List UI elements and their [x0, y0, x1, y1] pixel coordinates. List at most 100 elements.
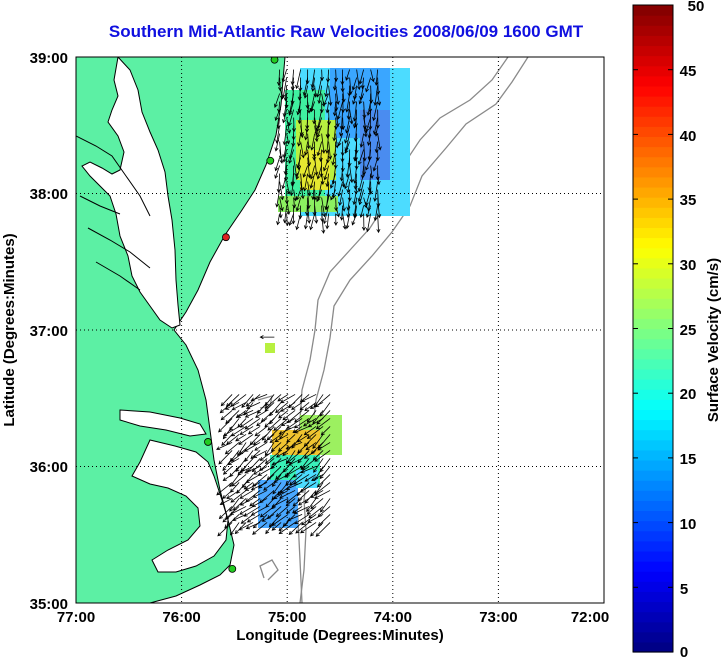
- velocity-arrow: [222, 426, 233, 440]
- velocity-arrow: [252, 514, 268, 529]
- velocity-arrow: [334, 69, 339, 82]
- velocity-arrow: [239, 490, 254, 499]
- velocity-arrow: [351, 213, 358, 226]
- y-axis-label: Latitude (Degrees:Minutes): [1, 233, 18, 426]
- colorbar-segment: [633, 146, 673, 158]
- colorbar-tick-label: 40: [680, 128, 697, 145]
- velocity-arrow: [274, 157, 281, 172]
- velocity-arrow: [300, 181, 305, 200]
- velocity-arrow: [356, 69, 361, 91]
- velocity-vectors: [216, 69, 382, 537]
- colorbar-segment: [633, 308, 673, 319]
- velocity-arrow: [250, 482, 268, 491]
- x-tick-label: 75:00: [268, 609, 306, 626]
- velocity-arrow: [351, 77, 358, 91]
- velocity-arrow: [328, 85, 333, 107]
- colorbar-segment: [633, 399, 673, 410]
- velocity-arrow: [341, 93, 346, 114]
- colorbar-segment: [633, 480, 673, 491]
- velocity-arrow: [222, 514, 233, 523]
- velocity-arrow: [275, 450, 289, 458]
- velocity-arrow: [224, 402, 240, 410]
- station-marker: [204, 438, 212, 446]
- colorbar-segment: [633, 136, 673, 148]
- velocity-arrow: [320, 498, 331, 513]
- colorbar-segment: [633, 379, 673, 390]
- y-tick-label: 39:00: [30, 50, 68, 67]
- colorbar-segment: [633, 247, 673, 259]
- colorbar-segment: [633, 601, 673, 613]
- velocity-arrow: [278, 410, 289, 419]
- velocity-arrow: [288, 101, 295, 116]
- colorbar-tick-label: 35: [680, 192, 697, 209]
- velocity-arrow: [314, 205, 319, 224]
- velocity-arrow: [317, 434, 331, 449]
- velocity-arrow: [306, 410, 317, 423]
- colorbar-segment: [633, 409, 673, 421]
- colorbar-segment: [633, 358, 673, 370]
- velocity-arrow: [274, 133, 281, 152]
- velocity-arrow: [263, 434, 275, 443]
- velocity-arrow: [300, 522, 317, 534]
- colorbar-segment: [633, 439, 673, 451]
- velocity-arrow: [310, 522, 324, 537]
- velocity-arrow: [307, 157, 312, 179]
- chart-title: Southern Mid-Atlantic Raw Velocities 200…: [108, 22, 584, 41]
- velocity-arrow: [290, 69, 295, 86]
- velocity-arrow: [314, 490, 331, 499]
- potomac-river: [76, 135, 151, 217]
- velocity-arrow: [235, 434, 247, 442]
- velocity-arrow: [345, 213, 351, 230]
- velocity-arrow: [300, 125, 305, 139]
- colorbar-segment: [633, 459, 673, 471]
- station-marker: [266, 156, 275, 165]
- velocity-arrow: [288, 522, 303, 535]
- velocity-arrow: [279, 85, 284, 100]
- velocity-arrow: [314, 125, 319, 143]
- colorbar-segment: [633, 641, 673, 653]
- colorbar-segment: [633, 338, 673, 350]
- velocity-arrow: [323, 93, 330, 106]
- colorbar-segment: [633, 5, 673, 16]
- y-tick-label: 37:00: [30, 323, 68, 340]
- velocity-arrow: [216, 482, 233, 496]
- colorbar-segment: [633, 419, 673, 431]
- velocity-arrow: [294, 418, 310, 429]
- colorbar-segment: [633, 217, 673, 229]
- velocity-arrow: [331, 149, 337, 166]
- velocity-arrow: [303, 85, 309, 99]
- velocity-arrow: [320, 426, 331, 436]
- velocity-arrow: [345, 93, 351, 113]
- velocity-arrow: [269, 410, 282, 425]
- velocity-arrow: [279, 490, 296, 499]
- velocity-arrow: [277, 394, 289, 402]
- velocity-arrow: [259, 450, 275, 461]
- colorbar-tick-label: 50: [688, 0, 705, 15]
- colorbar-segment: [633, 257, 673, 269]
- velocity-arrow: [365, 157, 372, 171]
- velocity-arrow: [278, 426, 296, 435]
- velocity-arrow: [294, 514, 310, 525]
- velocity-arrow: [296, 157, 302, 169]
- velocity-arrow: [241, 394, 254, 409]
- velocity-arrow: [372, 101, 379, 122]
- velocity-arrow: [279, 149, 284, 164]
- velocity-arrow: [253, 466, 268, 475]
- velocity-arrow: [259, 506, 275, 518]
- velocity-arrow: [344, 125, 351, 144]
- velocity-arrow: [276, 213, 281, 226]
- velocity-arrow: [302, 165, 309, 178]
- colorbar-segment: [633, 571, 673, 582]
- velocity-arrow: [321, 213, 326, 234]
- velocity-arrow: [288, 458, 303, 466]
- velocity-arrow: [316, 141, 323, 157]
- velocity-arrow: [357, 173, 365, 193]
- velocity-arrow: [222, 474, 233, 482]
- velocity-arrow: [264, 450, 282, 464]
- y-tick-label: 35:00: [30, 596, 68, 613]
- colorbar-segment: [633, 429, 673, 441]
- velocity-arrow: [246, 402, 261, 410]
- velocity-arrow: [232, 514, 247, 522]
- velocity-arrow: [238, 466, 254, 474]
